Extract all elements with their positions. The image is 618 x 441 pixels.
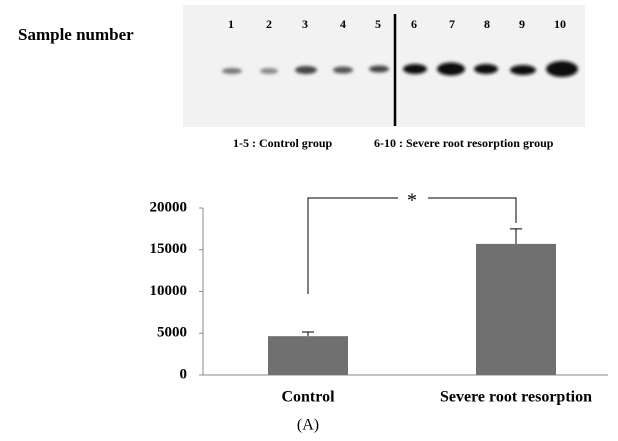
lane-number: 6 <box>411 17 417 31</box>
lane-number: 8 <box>484 17 490 31</box>
x-tick-label: Severe root resorption <box>440 389 592 406</box>
gel-caption: 6-10 : Severe root resorption group <box>374 136 554 150</box>
bar <box>476 244 556 375</box>
bar <box>268 336 348 375</box>
lane-number: 9 <box>519 17 525 31</box>
y-tick-label: 20000 <box>150 199 188 215</box>
lane-number: 7 <box>449 17 455 31</box>
y-tick-label: 0 <box>180 366 188 382</box>
lane-number: 10 <box>554 17 566 31</box>
x-tick-label: Control <box>281 389 335 406</box>
lane-number: 5 <box>375 17 381 31</box>
panel-label: (A) <box>297 417 319 434</box>
lane-number: 4 <box>340 17 346 31</box>
gel-caption: 1-5 : Control group <box>233 136 333 150</box>
figure: Sample number 1-5 : Control group 6-10 :… <box>0 0 618 441</box>
page: {"gel": {"label": "Sample number", "lane… <box>0 0 618 441</box>
significance-mark: * <box>407 190 417 212</box>
y-tick-label: 15000 <box>150 241 188 257</box>
lane-number: 1 <box>228 17 234 31</box>
lane-number: 3 <box>302 17 308 31</box>
error-bar <box>510 229 522 244</box>
lane-number: 2 <box>266 17 272 31</box>
error-bar <box>302 332 314 336</box>
y-tick-label: 10000 <box>150 283 188 299</box>
gel-label: Sample number <box>18 25 134 44</box>
y-tick-label: 5000 <box>157 325 187 341</box>
